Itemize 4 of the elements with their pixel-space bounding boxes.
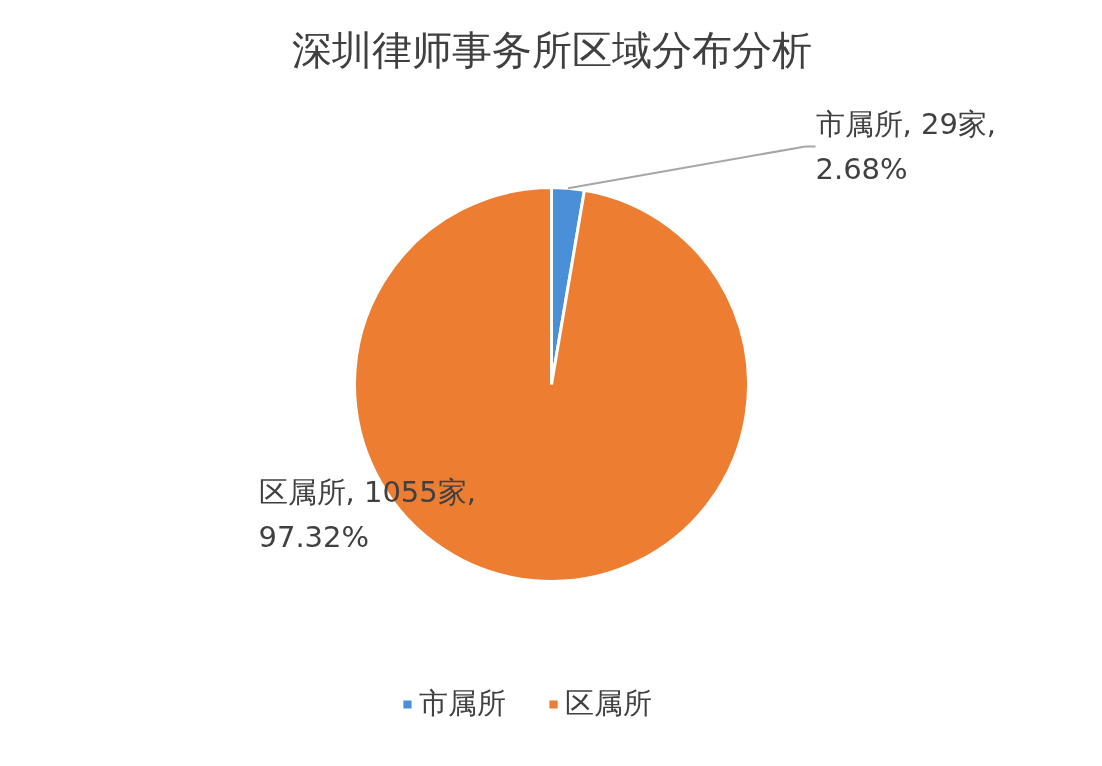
data-label: 市属所, 29家, 2.68% — [815, 107, 997, 186]
legend-label: 区属所 — [565, 685, 652, 722]
chart-title: 深圳律师事务所区域分布分析 — [291, 26, 812, 73]
legend-label: 市属所 — [419, 685, 506, 722]
